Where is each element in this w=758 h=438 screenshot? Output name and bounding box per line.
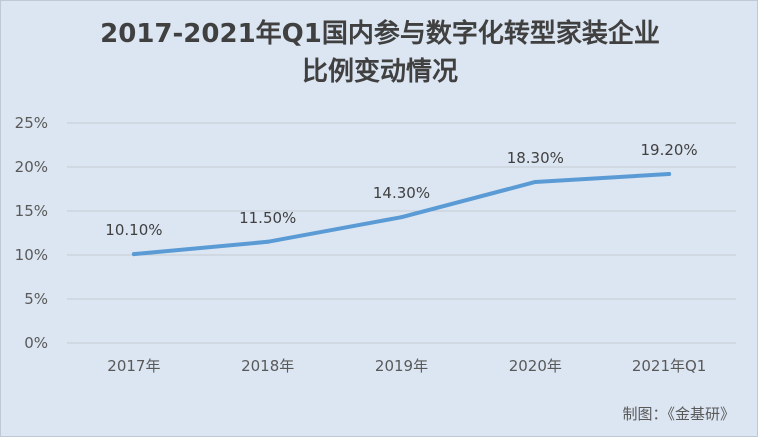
x-tick-label: 2019年 xyxy=(375,357,428,375)
y-tick-label: 20% xyxy=(15,158,48,176)
data-labels: 10.10% 11.50% 14.30% 18.30% 19.20% xyxy=(105,141,697,239)
x-tick-label: 2018年 xyxy=(241,357,294,375)
x-tick-label: 2017年 xyxy=(107,357,160,375)
credit-text: 制图：《金基研》 xyxy=(622,405,735,423)
data-point xyxy=(533,179,538,184)
data-point xyxy=(265,239,270,244)
chart-title-line-2: 比例变动情况 xyxy=(301,57,458,87)
x-tick-label: 2020年 xyxy=(509,357,562,375)
y-tick-label: 10% xyxy=(15,246,48,264)
data-point xyxy=(667,172,672,177)
data-label: 18.30% xyxy=(507,149,564,167)
data-label: 19.20% xyxy=(640,141,697,159)
y-tick-label: 25% xyxy=(15,114,48,132)
y-tick-label: 15% xyxy=(15,202,48,220)
data-point xyxy=(399,215,404,220)
y-axis-ticks: 0% 5% 10% 15% 20% 25% xyxy=(15,114,48,352)
x-axis-ticks: 2017年 2018年 2019年 2020年 2021年Q1 xyxy=(107,357,706,375)
x-tick-label: 2021年Q1 xyxy=(632,357,707,375)
chart-title: 2017-2021年Q1国内参与数字化转型家装企业 比例变动情况 xyxy=(1,15,758,91)
data-label: 14.30% xyxy=(373,184,430,202)
y-tick-label: 0% xyxy=(24,334,48,352)
chart-title-line-1: 2017-2021年Q1国内参与数字化转型家装企业 xyxy=(100,19,660,49)
data-label: 10.10% xyxy=(105,221,162,239)
series-layer xyxy=(131,172,672,257)
gridlines xyxy=(67,122,736,344)
y-tick-label: 5% xyxy=(24,290,48,308)
data-point xyxy=(131,252,136,257)
data-label: 11.50% xyxy=(239,209,296,227)
